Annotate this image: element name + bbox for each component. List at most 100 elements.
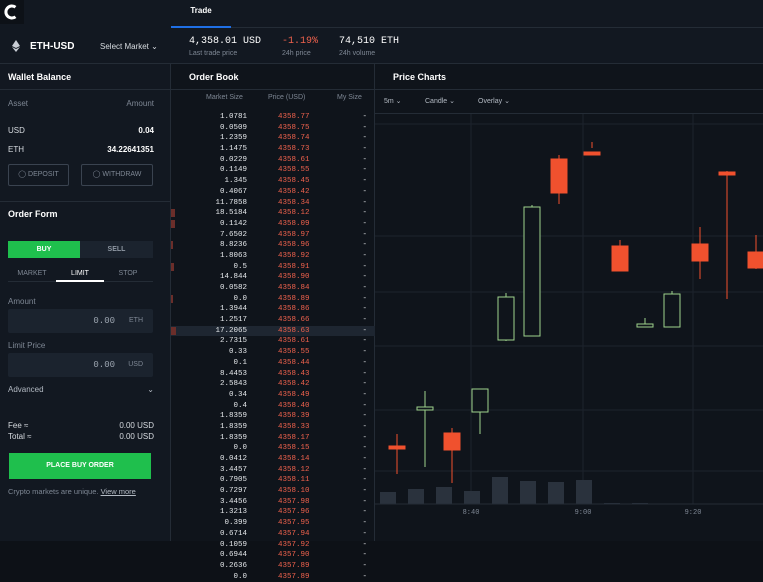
order-book-row[interactable]: 0.0 4358.15 -: [171, 443, 375, 454]
tab-market[interactable]: MARKET: [17, 270, 47, 277]
order-book-row[interactable]: 0.7297 4358.10 -: [171, 486, 375, 497]
market-size: 3.4457: [219, 465, 247, 474]
my-size: -: [362, 465, 367, 474]
price: 4357.95: [278, 519, 310, 528]
order-book-row[interactable]: 1.2517 4358.66 -: [171, 315, 375, 326]
order-book-row[interactable]: 0.1149 4358.55 -: [171, 165, 375, 176]
order-book-row[interactable]: 3.4457 4358.12 -: [171, 465, 375, 476]
order-book-row[interactable]: 2.5843 4358.42 -: [171, 379, 375, 390]
order-book-row[interactable]: 0.0509 4358.75 -: [171, 123, 375, 134]
tab-stop[interactable]: STOP: [118, 270, 138, 277]
tab-limit[interactable]: LIMIT: [56, 268, 104, 282]
order-book-row[interactable]: 1.8359 4358.17 -: [171, 433, 375, 444]
order-book-row[interactable]: 14.844 4358.90 -: [171, 272, 375, 283]
order-book-row[interactable]: 2.7315 4358.61 -: [171, 336, 375, 347]
x-tick-label: 9:20: [685, 509, 702, 517]
price: 4358.90: [278, 273, 310, 282]
order-book-row[interactable]: 0.0412 4358.14 -: [171, 454, 375, 465]
market-selector[interactable]: ETH-USD Select Market ⌄: [8, 34, 168, 58]
order-book-row[interactable]: 11.7858 4358.34 -: [171, 198, 375, 209]
order-book-row[interactable]: 7.6502 4358.97 -: [171, 230, 375, 241]
depth-bar: [171, 209, 175, 218]
my-size: -: [362, 284, 367, 292]
order-book-row[interactable]: 1.2359 4358.74 -: [171, 133, 375, 144]
order-book-row[interactable]: 0.4067 4358.42 -: [171, 187, 375, 198]
chart-style-select[interactable]: Candle ⌄: [425, 98, 455, 105]
my-size: -: [362, 273, 367, 282]
order-book-row[interactable]: 0.0582 4358.84 -: [171, 283, 375, 294]
my-size: -: [362, 487, 367, 496]
download-icon: ◯: [18, 171, 27, 178]
place-buy-order-button[interactable]: PLACE BUY ORDER: [9, 453, 151, 479]
order-book-row[interactable]: 0.34 4358.49 -: [171, 390, 375, 401]
order-book-row[interactable]: 1.0781 4358.77 -: [171, 112, 375, 123]
order-book-row[interactable]: 0.33 4358.55 -: [171, 347, 375, 358]
order-book-row[interactable]: 0.1142 4358.09 -: [171, 219, 375, 230]
deposit-button[interactable]: ◯ DEPOSIT: [8, 164, 69, 186]
select-market-button[interactable]: Select Market ⌄: [100, 42, 158, 51]
order-book-row[interactable]: 0.0229 4358.61 -: [171, 155, 375, 166]
order-book-row[interactable]: 8.4453 4358.43 -: [171, 369, 375, 380]
price: 4357.92: [278, 540, 310, 549]
price: 4358.17: [278, 433, 310, 442]
price: 4358.12: [278, 465, 310, 474]
order-book-row[interactable]: 0.6714 4357.94 -: [171, 529, 375, 540]
limit-price-input[interactable]: 0.00 USD: [8, 353, 153, 377]
order-book-row[interactable]: 1.345 4358.45 -: [171, 176, 375, 187]
order-book-row[interactable]: 1.3944 4358.86 -: [171, 304, 375, 315]
order-book-row[interactable]: 3.4456 4357.98 -: [171, 497, 375, 508]
candlestick-chart[interactable]: 8:40 9:00 9:20: [375, 114, 763, 541]
order-book-row[interactable]: 18.5184 4358.12 -: [171, 208, 375, 219]
amount-input[interactable]: 0.00 ETH: [8, 309, 153, 333]
market-size: 0.7297: [219, 487, 247, 496]
volume-bar: [408, 489, 424, 504]
advanced-toggle[interactable]: Advanced ⌄: [8, 385, 154, 394]
order-book-row[interactable]: 0.7905 4358.11 -: [171, 475, 375, 486]
coinbase-logo-icon[interactable]: [0, 0, 24, 24]
order-book-row[interactable]: 0.1059 4357.92 -: [171, 540, 375, 551]
order-book-row[interactable]: 0.0 4358.89 -: [171, 294, 375, 305]
market-size: 0.399: [224, 519, 247, 528]
order-book-row[interactable]: 1.8359 4358.39 -: [171, 411, 375, 422]
price: 4358.61: [278, 337, 310, 346]
order-book-row[interactable]: 0.0 4357.89 -: [171, 572, 375, 582]
my-size: -: [362, 540, 367, 549]
order-book-row[interactable]: 1.3213 4357.96 -: [171, 507, 375, 518]
market-size: 1.8063: [219, 251, 247, 260]
market-size: 1.1475: [219, 145, 247, 154]
candle-body: [388, 445, 406, 450]
order-book-row[interactable]: 1.8063 4358.92 -: [171, 251, 375, 262]
sell-tab[interactable]: SELL: [80, 241, 153, 258]
interval-select[interactable]: 5m ⌄: [384, 98, 402, 105]
withdraw-button[interactable]: ◯ WITHDRAW: [81, 164, 153, 186]
order-book-row[interactable]: 0.5 4358.91 -: [171, 262, 375, 273]
order-book-row[interactable]: 0.399 4357.95 -: [171, 518, 375, 529]
overlay-select[interactable]: Overlay ⌄: [478, 98, 510, 105]
buy-tab[interactable]: BUY: [8, 241, 80, 258]
market-size: 7.6502: [219, 230, 247, 239]
market-size: 0.6714: [219, 529, 247, 538]
volume-bar: [492, 477, 508, 504]
x-tick-label: 9:00: [575, 509, 592, 517]
market-size: 11.7858: [215, 198, 247, 207]
market-size: 14.844: [219, 273, 247, 282]
order-book-row[interactable]: 1.8359 4358.33 -: [171, 422, 375, 433]
market-size: 0.33: [228, 348, 247, 357]
order-book-row[interactable]: 0.6944 4357.90 -: [171, 550, 375, 561]
chart-controls: 5m ⌄ Candle ⌄ Overlay ⌄: [375, 90, 763, 114]
order-book-row[interactable]: 1.1475 4358.73 -: [171, 144, 375, 155]
candle-body: [443, 432, 461, 451]
order-book-row[interactable]: 8.8236 4358.96 -: [171, 240, 375, 251]
order-book-row[interactable]: 17.2065 4358.63 -: [171, 325, 375, 337]
order-book-rows: 1.0781 4358.77 - 0.0509 4358.75 - 1.2359 4358.7…: [171, 112, 375, 582]
wallet-header: Asset Amount: [8, 99, 154, 108]
order-book-columns: Market Size Price (USD) My Size: [206, 94, 362, 101]
order-book-row[interactable]: 0.1 4358.44 -: [171, 358, 375, 369]
order-book-row[interactable]: 0.2636 4357.89 -: [171, 561, 375, 572]
order-book-row[interactable]: 0.4 4358.40 -: [171, 401, 375, 412]
price: 4358.44: [278, 358, 310, 367]
view-more-link[interactable]: View more: [100, 487, 136, 496]
tab-trade[interactable]: Trade: [171, 0, 231, 28]
ethereum-icon: [12, 40, 20, 52]
my-size: -: [362, 294, 367, 303]
